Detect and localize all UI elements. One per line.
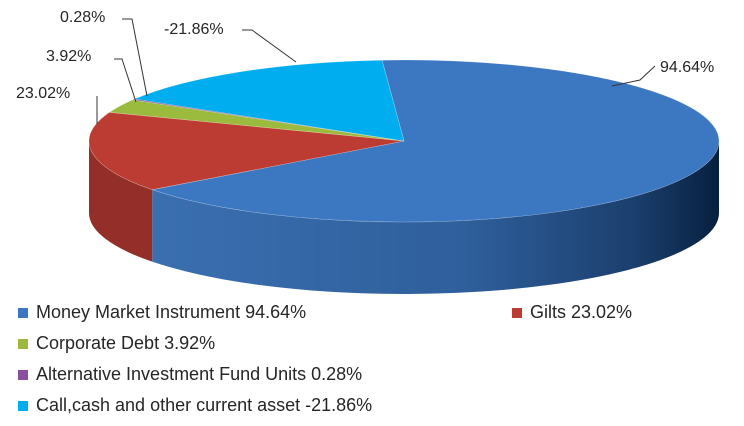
pie-side-money-market-instrument — [152, 141, 720, 294]
legend-swatch-aif-units — [18, 369, 28, 380]
pie-side-gilts — [89, 141, 153, 262]
leader-line-money-market-instrument — [611, 65, 656, 87]
legend-swatch-call-cash — [18, 400, 28, 411]
legend-item-call-cash: Call,cash and other current asset -21.86… — [18, 395, 372, 416]
legend-label-call-cash: Call,cash and other current asset -21.86… — [36, 395, 373, 415]
pie-slice-corporate-debt — [108, 99, 405, 142]
legend-item-money-market: Money Market Instrument 94.64% — [18, 302, 306, 323]
legend-label-gilts: Gilts 23.02% — [530, 302, 633, 322]
data-label-call-cash-and-other-current-asset: -21.86% — [164, 21, 224, 38]
pie-slice-call-cash-and-other-current-asset — [133, 59, 405, 142]
data-label-gilts: 23.02% — [16, 85, 70, 102]
legend-item-corporate-debt: Corporate Debt 3.92% — [18, 333, 215, 354]
leader-line-corporate-debt — [114, 58, 137, 103]
leader-line-call-cash-and-other-current-asset — [242, 29, 297, 63]
leader-lines — [96, 18, 656, 124]
data-labels: 94.64% 23.02% 3.92% 0.28% -21.86% — [16, 9, 714, 102]
legend-label-money-market: Money Market Instrument 94.64% — [36, 302, 307, 322]
pie-slices — [88, 59, 720, 223]
legend-swatch-money-market — [18, 307, 28, 318]
data-label-money-market-instrument: 94.64% — [660, 59, 714, 76]
legend-swatch-corporate-debt — [18, 338, 28, 349]
pie-side-walls — [89, 141, 720, 294]
pie-slice-money-market-instrument — [151, 59, 720, 223]
legend-label-corporate-debt: Corporate Debt 3.92% — [36, 333, 216, 353]
data-label-corporate-debt: 3.92% — [46, 48, 91, 65]
pie-slice-gilts — [88, 112, 405, 190]
pie-chart: 94.64% 23.02% 3.92% 0.28% -21.86% — [16, 9, 720, 294]
legend-item-aif-units: Alternative Investment Fund Units 0.28% — [18, 364, 362, 385]
leader-line-alternative-investment-fund-units — [122, 18, 148, 97]
legend-swatch-gilts — [512, 307, 522, 318]
data-label-alternative-investment-fund-units: 0.28% — [60, 9, 105, 26]
legend-label-aif-units: Alternative Investment Fund Units 0.28% — [36, 364, 363, 384]
legend-item-gilts: Gilts 23.02% — [512, 302, 632, 323]
